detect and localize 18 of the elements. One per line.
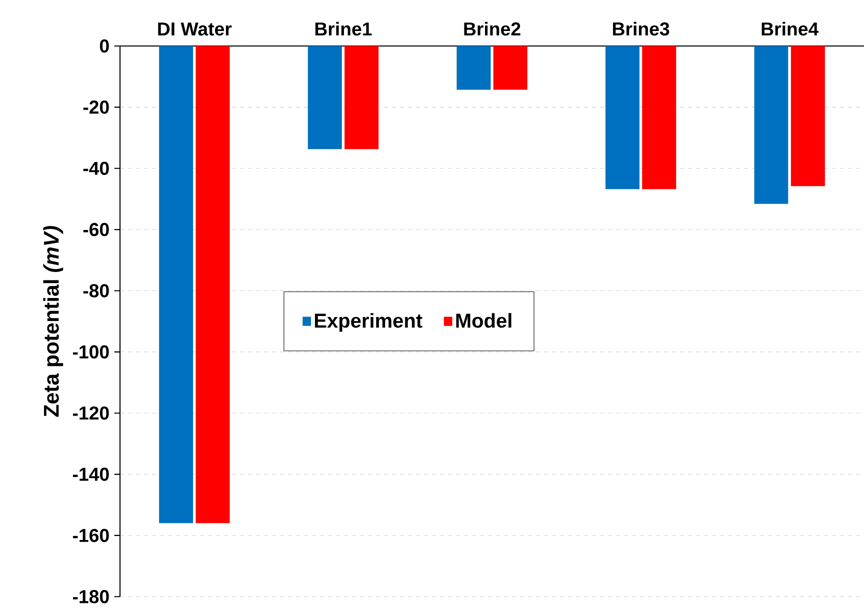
- y-tick-label: -160: [72, 528, 109, 542]
- y-tick-label: -180: [72, 590, 109, 604]
- y-tick-label: -140: [72, 468, 109, 481]
- x-tick-label: Brine3: [613, 22, 670, 36]
- x-tick-label: Brine1: [315, 22, 372, 36]
- y-tick-label: -120: [72, 406, 109, 420]
- legend-label: Experiment: [314, 313, 422, 332]
- y-tick-label: 0: [100, 39, 109, 53]
- y-tick-label: -60: [83, 222, 109, 236]
- y-tick-label: -80: [83, 284, 109, 298]
- y-tick-label: -100: [72, 345, 109, 359]
- y-tick-label: -20: [83, 100, 109, 114]
- x-tick-label: Brine2: [464, 22, 520, 36]
- y-tick-label: -40: [83, 162, 109, 175]
- y-axis-title: Zeta potential (mV): [43, 226, 64, 417]
- x-tick-label: DI Water: [158, 22, 232, 36]
- x-tick-label: Brine4: [762, 22, 819, 36]
- legend-label: Model: [456, 313, 512, 328]
